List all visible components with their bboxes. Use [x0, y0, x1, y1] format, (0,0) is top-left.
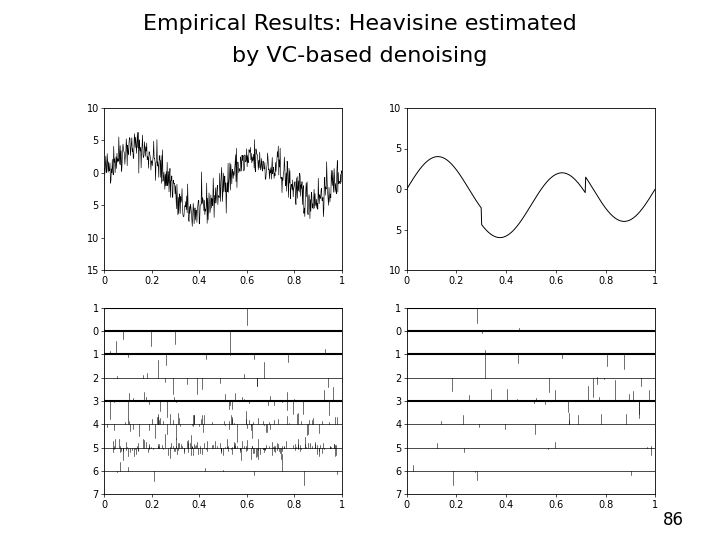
Text: by VC-based denoising: by VC-based denoising: [233, 46, 487, 66]
Text: 86: 86: [663, 511, 684, 529]
Text: Empirical Results: Heavisine estimated: Empirical Results: Heavisine estimated: [143, 14, 577, 33]
